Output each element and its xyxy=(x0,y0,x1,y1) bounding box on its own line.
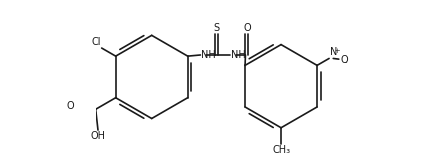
Text: Cl: Cl xyxy=(91,37,100,47)
Text: O: O xyxy=(341,55,348,65)
Text: S: S xyxy=(214,23,220,33)
Text: NH: NH xyxy=(201,50,216,60)
Text: -: - xyxy=(344,59,347,65)
Text: O: O xyxy=(243,23,251,33)
Text: NH: NH xyxy=(231,50,246,60)
Text: O: O xyxy=(66,101,74,111)
Text: OH: OH xyxy=(91,131,106,141)
Text: N: N xyxy=(330,47,338,57)
Text: +: + xyxy=(334,48,339,54)
Text: CH₃: CH₃ xyxy=(272,145,290,155)
